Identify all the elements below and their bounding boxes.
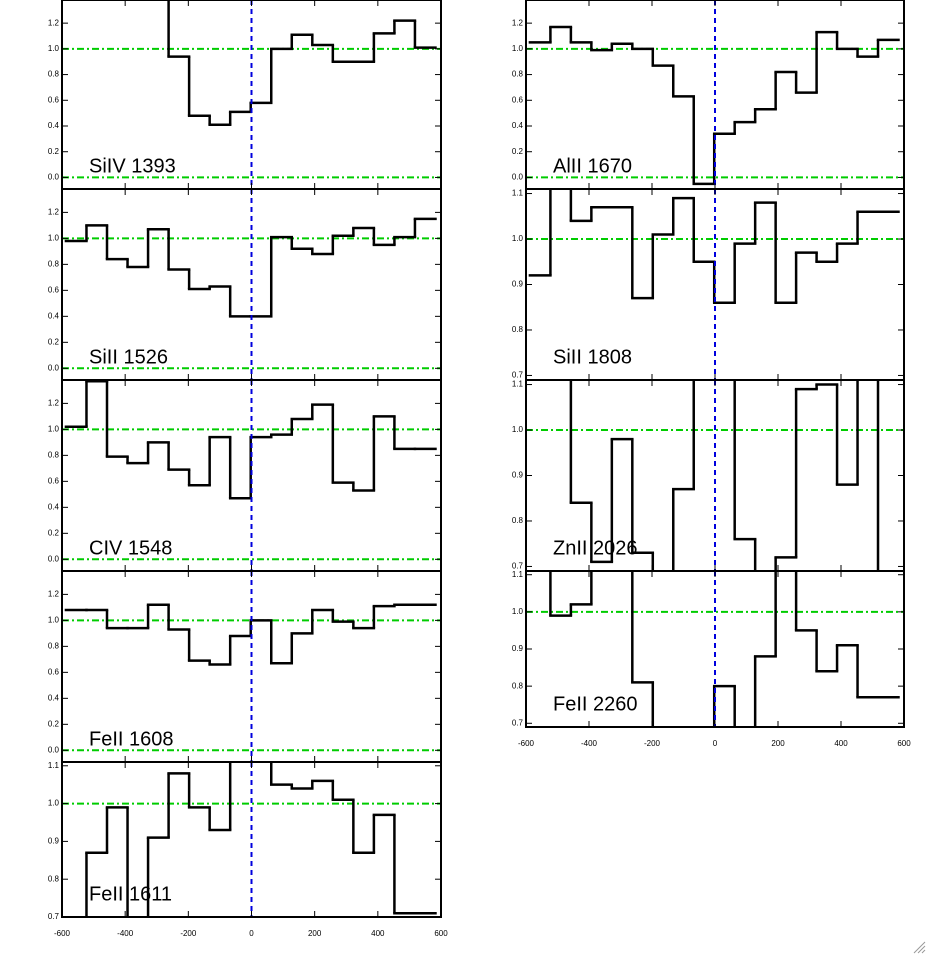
y-tick-label: 0.6: [48, 476, 60, 485]
y-tick-label: 0.6: [512, 95, 524, 104]
y-tick-label: 0.2: [48, 528, 60, 537]
x-tick-label: -600: [54, 929, 71, 938]
plot-area: [526, 571, 904, 727]
panel: 0.0 0.2 0.4 0.6 0.8 1.0 1.2 AlII 1670: [512, 0, 905, 190]
y-tick-label: 0.9: [512, 280, 524, 289]
y-tick-label: 1.2: [48, 398, 60, 407]
y-tick-label: 0.8: [48, 70, 60, 79]
y-tick-label: 0.0: [48, 363, 60, 372]
panel-label: AlII 1670: [553, 155, 632, 177]
plot-area: [526, 189, 904, 380]
y-tick-label: 1.2: [48, 207, 60, 216]
x-tick-label: 400: [834, 739, 848, 748]
panel-label: ZnII 2026: [553, 537, 638, 559]
y-tick-label: 0.6: [48, 667, 60, 676]
y-tick-label: 0.2: [48, 719, 60, 728]
y-tick-label: 0.6: [48, 285, 60, 294]
x-tick-label: 0: [713, 739, 718, 748]
y-tick-label: 0.8: [48, 641, 60, 650]
panel-label: FeII 1611: [89, 883, 172, 905]
x-tick-label: 600: [897, 739, 911, 748]
x-tick-label: 600: [434, 929, 448, 938]
x-tick-label: -400: [117, 929, 134, 938]
y-tick-label: 0.0: [48, 173, 60, 182]
y-tick-label: 1.0: [512, 607, 524, 616]
plot-area: [62, 762, 441, 917]
panel-label: CIV 1548: [89, 537, 172, 559]
panel: 0.7 0.8 0.9 1.0 1.1 ZnII 2026: [512, 379, 905, 572]
y-tick-label: 0.8: [512, 70, 524, 79]
y-tick-label: 0.7: [48, 912, 60, 921]
y-tick-label: 0.0: [48, 554, 60, 563]
x-tick-label: 400: [371, 929, 385, 938]
y-tick-label: 0.0: [512, 173, 524, 182]
panel: 0.7 0.8 0.9 1.0 1.1 SiII 1808: [512, 188, 905, 381]
y-tick-label: 0.6: [48, 95, 60, 104]
x-tick-label: -400: [581, 739, 598, 748]
panel: 0.0 0.2 0.4 0.6 0.8 1.0 1.2 SiII 1526: [48, 188, 442, 381]
y-tick-label: 0.8: [512, 681, 524, 690]
panel-label: SiIV 1393: [89, 155, 176, 177]
y-tick-label: 0.8: [48, 450, 60, 459]
y-tick-label: 0.4: [512, 121, 524, 130]
y-tick-label: 0.4: [48, 311, 60, 320]
y-tick-label: 0.4: [48, 121, 60, 130]
y-tick-label: 0.8: [48, 259, 60, 268]
plot-area: [62, 189, 441, 380]
plot-area: [62, 0, 441, 189]
y-tick-label: 1.2: [48, 589, 60, 598]
x-tick-label: -200: [644, 739, 661, 748]
y-tick-label: 1.0: [512, 425, 524, 434]
y-tick-label: 0.9: [48, 836, 60, 845]
y-tick-label: 1.0: [48, 799, 60, 808]
y-tick-label: 0.4: [48, 502, 60, 511]
y-tick-label: 0.2: [48, 337, 60, 346]
y-tick-label: 0.8: [48, 874, 60, 883]
plot-area: [526, 380, 904, 571]
y-tick-label: 1.1: [512, 570, 524, 579]
y-tick-label: 0.2: [512, 147, 524, 156]
y-tick-label: 1.0: [48, 615, 60, 624]
x-tick-label: 0: [249, 929, 254, 938]
y-tick-label: 1.2: [512, 18, 524, 27]
x-tick-label: -600: [518, 739, 535, 748]
y-tick-label: 0.8: [512, 516, 524, 525]
plot-area: [62, 571, 441, 762]
plot-area: [62, 380, 441, 571]
panel: 0.7 0.8 0.9 1.0 1.1 -600 -400 -200 0 200 400 600 FeI…: [48, 761, 448, 938]
panel-label: SiII 1526: [89, 346, 168, 368]
y-tick-label: 0.8: [512, 325, 524, 334]
y-tick-label: 0.9: [512, 471, 524, 480]
y-tick-label: 1.1: [48, 761, 60, 770]
resize-handle: [913, 941, 926, 954]
y-tick-label: 1.1: [512, 189, 524, 198]
y-tick-label: 1.0: [48, 44, 60, 53]
y-tick-label: 1.0: [48, 424, 60, 433]
panel: 0.0 0.2 0.4 0.6 0.8 1.0 1.2 CIV 1548: [48, 379, 442, 572]
panel-label: FeII 1608: [89, 728, 174, 750]
panel: 0.0 0.2 0.4 0.6 0.8 1.0 1.2 FeII 1608: [48, 570, 442, 763]
y-tick-label: 0.2: [48, 147, 60, 156]
plot-area: [526, 0, 904, 189]
panel: 0.7 0.8 0.9 1.0 1.1 -600 -400 -200 0 200 400 600 FeI…: [512, 570, 911, 748]
y-tick-label: 1.0: [512, 234, 524, 243]
x-tick-label: -200: [180, 929, 197, 938]
y-tick-label: 1.0: [512, 44, 524, 53]
y-tick-label: 0.7: [512, 371, 524, 380]
panel-label: FeII 2260: [553, 693, 638, 715]
y-tick-label: 0.7: [512, 562, 524, 571]
panel-label: SiII 1808: [553, 346, 632, 368]
x-tick-label: 200: [308, 929, 322, 938]
y-tick-label: 0.4: [48, 693, 60, 702]
y-tick-label: 1.1: [512, 380, 524, 389]
y-tick-label: 0.7: [512, 718, 524, 727]
y-tick-label: 1.2: [48, 18, 60, 27]
y-tick-label: 0.9: [512, 644, 524, 653]
x-tick-label: 200: [771, 739, 785, 748]
y-tick-label: 1.0: [48, 233, 60, 242]
y-tick-label: 0.0: [48, 745, 60, 754]
panel: 0.0 0.2 0.4 0.6 0.8 1.0 1.2 SiIV 1393: [48, 0, 442, 190]
